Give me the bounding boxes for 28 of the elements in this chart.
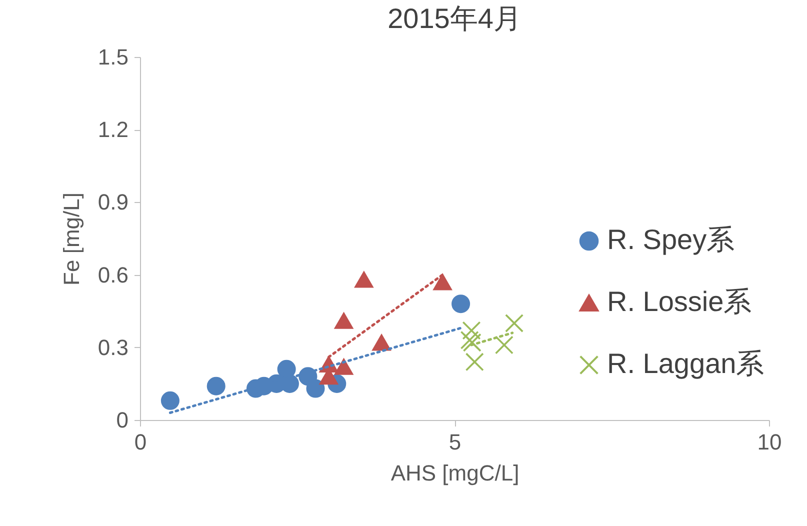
point — [334, 358, 354, 375]
point — [334, 312, 354, 329]
chart-title: 2015年4月 — [388, 3, 522, 34]
y-tick-label: 0.6 — [98, 262, 128, 288]
x-axis-title: AHS [mgC/L] — [390, 460, 520, 486]
point — [277, 360, 296, 378]
legend-label: R. Laggan系 — [607, 348, 764, 379]
point — [160, 391, 180, 410]
x-tick-label: 5 — [448, 430, 462, 454]
point — [462, 321, 481, 340]
x-tick-label: 0 — [134, 430, 147, 454]
y-tick-label: 0.3 — [98, 334, 128, 360]
x-tick-label: 10 — [757, 430, 782, 454]
point — [372, 334, 391, 351]
point — [206, 376, 226, 396]
y-tick-label: 1.2 — [98, 117, 128, 142]
legend-label: R. Spey系 — [607, 224, 735, 255]
point — [504, 314, 524, 332]
y-axis-title: Fe [mg/L] — [58, 192, 84, 286]
point — [354, 271, 374, 288]
legend-label: R. Lossie系 — [607, 286, 752, 317]
point — [306, 379, 325, 398]
point — [433, 274, 452, 290]
point — [494, 336, 514, 354]
y-tick-label: 0.9 — [98, 190, 128, 215]
y-tick-label: 0 — [116, 408, 128, 432]
y-tick-label: 1.5 — [98, 44, 128, 70]
point — [452, 294, 470, 314]
